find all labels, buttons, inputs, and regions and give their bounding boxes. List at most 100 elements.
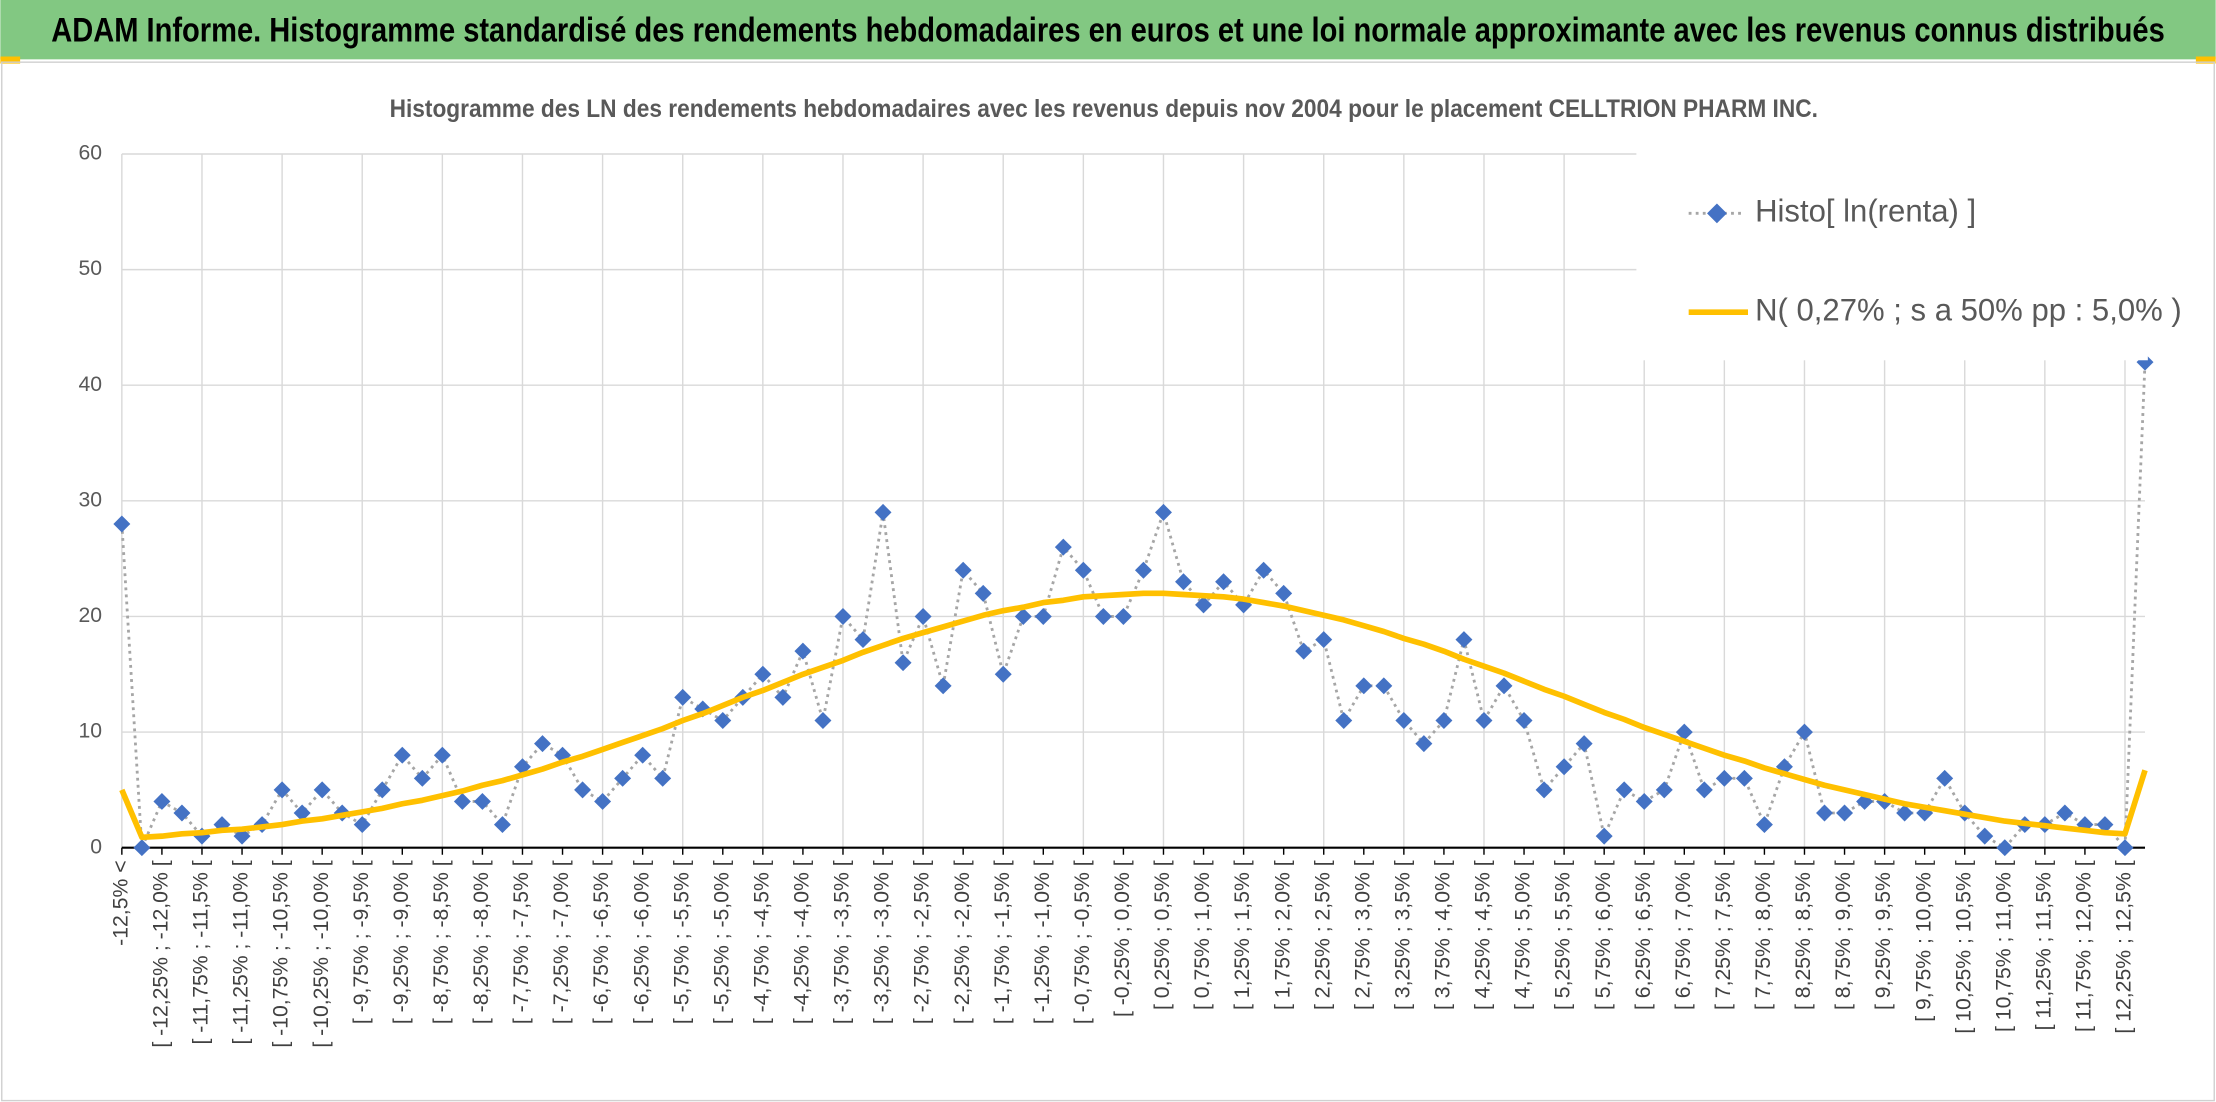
marker xyxy=(2096,816,2114,834)
marker xyxy=(473,792,491,810)
marker xyxy=(934,677,952,695)
x-tick-label: [ -9,25% ; -9,0% [ xyxy=(390,860,413,1024)
marker xyxy=(894,654,912,672)
marker xyxy=(1315,631,1333,649)
x-tick-label: [ 10,75% ; 11,0% [ xyxy=(1992,860,2015,1032)
marker xyxy=(353,816,371,834)
x-tick-label: [ -3,75% ; -3,5% [ xyxy=(831,860,854,1024)
marker xyxy=(113,515,131,533)
x-tick-label: [ 9,75% ; 10,0% [ xyxy=(1912,860,1935,1021)
y-tick-label: 0 xyxy=(90,835,102,858)
x-tick-label: [ -8,75% ; -8,5% [ xyxy=(430,860,453,1024)
marker xyxy=(1896,804,1914,822)
marker xyxy=(1655,781,1673,799)
marker xyxy=(634,746,652,764)
corner xyxy=(2195,56,2216,64)
x-tick-label: [ 12,25% ; 12,5% [ xyxy=(2113,860,2136,1033)
x-tick-label: [ 1,75% ; 2,0% [ xyxy=(1271,860,1294,1010)
x-tick-label: [ 6,75% ; 7,0% [ xyxy=(1672,860,1695,1010)
marker xyxy=(1555,758,1573,776)
marker xyxy=(954,561,972,579)
x-tick-label: [ 2,25% ; 2,5% [ xyxy=(1311,860,1334,1010)
legend-label: Histo[ ln(renta) ] xyxy=(1755,194,1976,229)
marker xyxy=(1034,607,1052,625)
x-tick-label: [ -4,25% ; -4,0% [ xyxy=(791,860,814,1024)
chart-title: Histogramme des LN des rendements hebdom… xyxy=(390,95,1818,123)
x-tick-label: [ -11,75% ; -11,5% [ xyxy=(190,860,213,1044)
x-tick-label: [ -5,25% ; -5,0% [ xyxy=(710,860,733,1024)
marker xyxy=(173,804,191,822)
marker xyxy=(534,735,551,753)
x-tick-label: [ -1,75% ; -1,5% [ xyxy=(991,860,1014,1024)
chart-border xyxy=(1,61,2215,1102)
marker xyxy=(714,712,732,729)
marker xyxy=(133,839,151,857)
marker xyxy=(1295,642,1313,660)
x-tick-label: [ 0,75% ; 1,0% [ xyxy=(1191,860,1214,1010)
marker xyxy=(1155,503,1172,521)
marker xyxy=(594,792,612,810)
marker xyxy=(1796,723,1813,741)
marker xyxy=(1936,769,1954,787)
marker xyxy=(273,781,291,799)
x-tick-label: [ 6,25% ; 6,5% [ xyxy=(1632,860,1655,1010)
marker xyxy=(433,746,451,764)
marker xyxy=(313,781,331,799)
x-tick-label: [ 8,75% ; 9,0% [ xyxy=(1832,860,1855,1010)
x-tick-label: [ -12,25% ; -12,0% [ xyxy=(150,860,173,1047)
banner-title: ADAM Informe. Histogramme standardisé de… xyxy=(51,11,2165,49)
x-tick-label: [ -3,25% ; -3,0% [ xyxy=(871,860,894,1024)
marker xyxy=(1816,804,1833,822)
marker xyxy=(674,688,692,706)
marker xyxy=(2136,353,2154,371)
corner xyxy=(0,56,21,64)
marker xyxy=(1675,723,1693,741)
marker xyxy=(754,665,772,683)
marker xyxy=(1515,712,1533,729)
y-tick-label: 10 xyxy=(78,720,102,743)
x-tick-label: [ 7,75% ; 8,0% [ xyxy=(1752,860,1775,1010)
marker xyxy=(293,804,311,822)
x-tick-label: [ 9,25% ; 9,5% [ xyxy=(1872,860,1895,1010)
x-tick-label: -12,5% < xyxy=(109,860,132,945)
x-tick-label: [ -0,75% ; -0,5% [ xyxy=(1071,860,1094,1024)
x-tick-label: [ 3,25% ; 3,5% [ xyxy=(1391,860,1414,1010)
x-tick-label: [ -7,75% ; -7,5% [ xyxy=(510,860,533,1024)
marker xyxy=(654,769,672,787)
marker xyxy=(153,792,171,810)
legend-label: N( 0,27% ; s a 50% pp : 5,0% ) xyxy=(1755,292,2182,327)
marker xyxy=(1495,677,1513,695)
marker xyxy=(854,631,872,649)
banner xyxy=(0,0,2216,60)
marker xyxy=(2116,839,2134,857)
x-tick-label: [ 11,75% ; 12,0% [ xyxy=(2073,860,2096,1032)
marker xyxy=(1094,607,1112,625)
x-tick-label: [ -8,25% ; -8,0% [ xyxy=(470,860,493,1024)
x-tick-label: [ 10,25% ; 10,5% [ xyxy=(1952,860,1975,1033)
marker xyxy=(1134,561,1152,579)
x-tick-label: [ -7,25% ; -7,0% [ xyxy=(550,860,573,1024)
marker xyxy=(373,781,391,799)
x-tick-label: [ -6,25% ; -6,0% [ xyxy=(630,860,653,1024)
marker xyxy=(1375,677,1393,695)
x-tick-label: [ 5,75% ; 6,0% [ xyxy=(1592,860,1615,1010)
marker xyxy=(1175,573,1192,591)
marker xyxy=(994,665,1012,683)
marker xyxy=(493,816,511,834)
marker xyxy=(1355,677,1373,695)
marker xyxy=(1014,607,1032,625)
marker xyxy=(1695,781,1713,799)
x-tick-label: [ -2,75% ; -2,5% [ xyxy=(911,860,934,1024)
y-tick-label: 30 xyxy=(78,488,102,511)
legend-box xyxy=(1636,134,2148,361)
x-tick-label: [ 8,25% ; 8,5% [ xyxy=(1792,860,1815,1010)
y-tick-label: 20 xyxy=(78,604,102,627)
x-tick-label: [ -9,75% ; -9,5% [ xyxy=(350,860,373,1024)
marker xyxy=(1836,804,1854,822)
x-tick-label: [ 11,25% ; 11,5% [ xyxy=(2032,860,2055,1030)
x-tick-label: [ 0,25% ; 0,5% [ xyxy=(1151,860,1174,1010)
marker xyxy=(614,769,632,787)
marker xyxy=(1755,816,1773,834)
